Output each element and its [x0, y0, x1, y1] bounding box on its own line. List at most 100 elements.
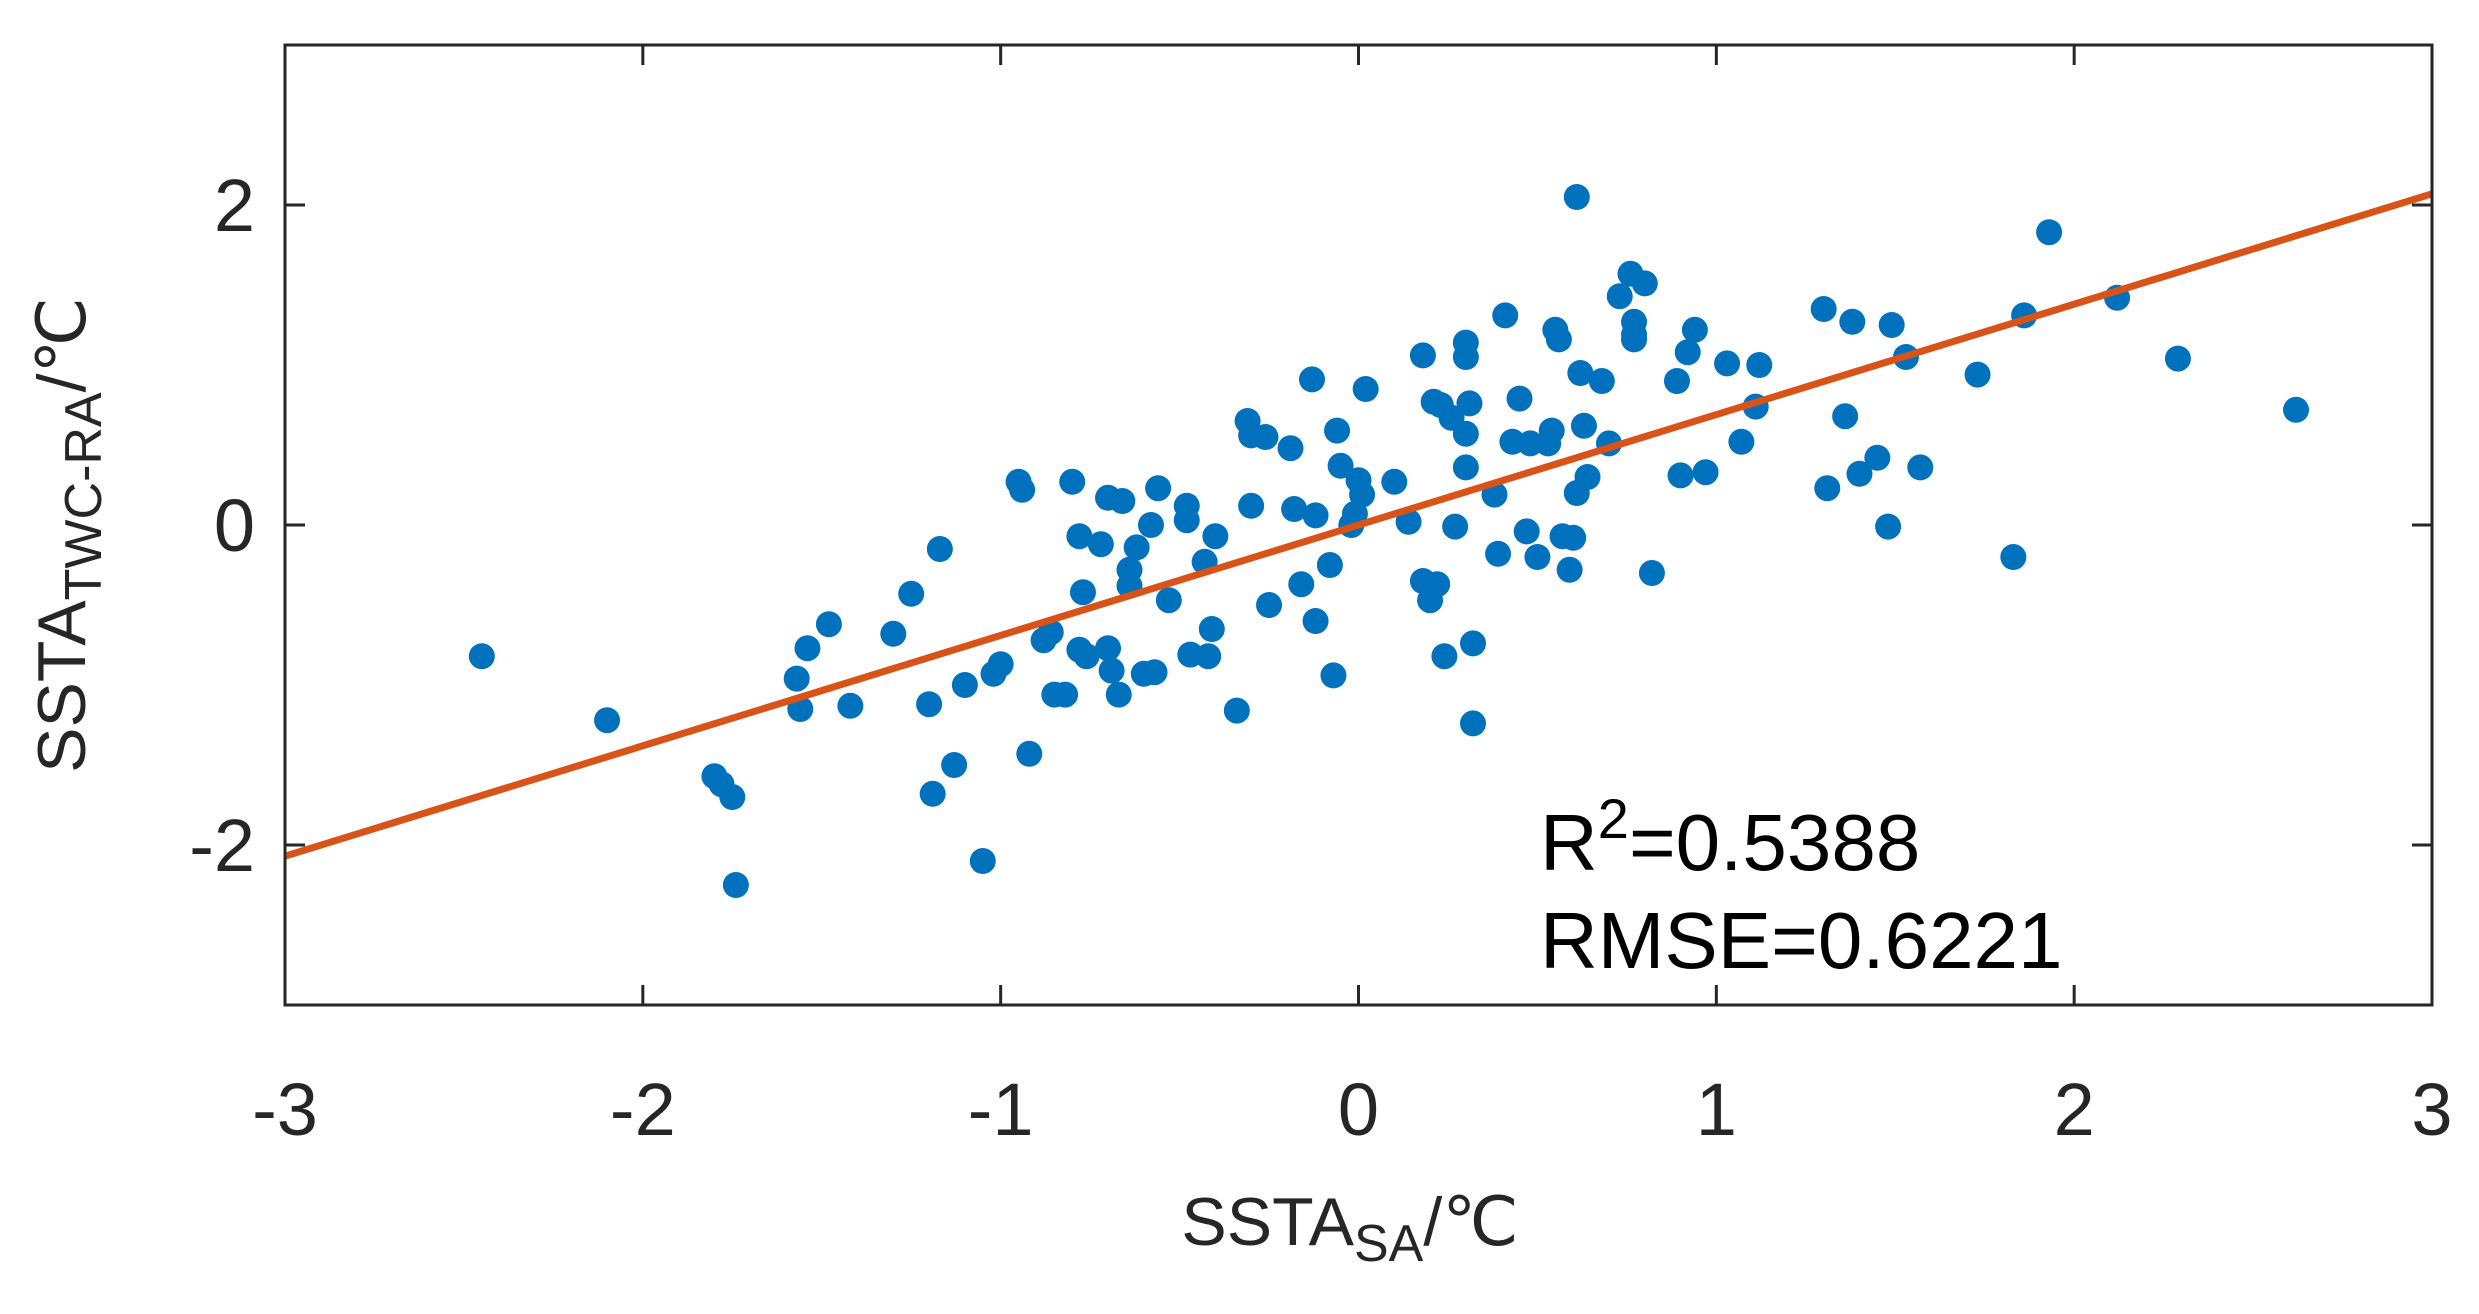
data-point	[1137, 512, 1164, 538]
data-point	[1681, 316, 1708, 343]
data-point	[1324, 417, 1351, 444]
data-point	[1141, 659, 1168, 686]
data-point	[1810, 296, 1837, 322]
data-point	[1485, 540, 1512, 567]
data-point	[941, 752, 968, 778]
data-point	[2283, 396, 2310, 423]
data-point	[1349, 481, 1376, 508]
data-point	[1298, 366, 1325, 393]
data-point	[1452, 329, 1479, 356]
data-points	[468, 184, 2310, 898]
data-point	[1556, 556, 1583, 583]
data-point	[1173, 507, 1200, 534]
data-point	[1442, 513, 1469, 540]
data-point	[2036, 219, 2063, 246]
data-point	[1123, 534, 1150, 561]
data-point	[1059, 468, 1086, 495]
data-point	[1452, 420, 1479, 447]
data-point	[1256, 592, 1283, 618]
data-point	[1570, 412, 1597, 439]
data-point	[815, 611, 842, 638]
fit-line-group	[283, 190, 2434, 860]
x-tick-label: 1	[1696, 1068, 1737, 1151]
data-point	[1638, 560, 1665, 586]
x-tick-label: -2	[610, 1068, 676, 1151]
axes: -3 -2 -1 0 1 2 3 -2 0 2	[189, 43, 2453, 1151]
data-point	[1460, 710, 1487, 737]
data-point	[987, 651, 1014, 678]
data-point	[1746, 352, 1773, 378]
data-point	[916, 691, 943, 718]
data-point	[1073, 643, 1100, 670]
data-point	[1238, 492, 1265, 519]
data-point	[1320, 662, 1347, 689]
data-point	[2000, 544, 2027, 570]
data-point	[1524, 544, 1551, 570]
data-point	[1105, 681, 1132, 708]
data-point	[1456, 390, 1483, 417]
data-point	[1409, 342, 1436, 369]
data-point	[1302, 502, 1329, 529]
data-point	[1692, 459, 1719, 486]
data-point	[1714, 350, 1741, 377]
x-tick-label: 2	[2054, 1068, 2095, 1151]
data-point	[1663, 368, 1690, 394]
data-point	[1095, 635, 1122, 662]
data-point	[1352, 376, 1379, 402]
x-tick-label: 0	[1338, 1068, 1379, 1151]
data-point	[719, 784, 746, 810]
data-point	[1327, 452, 1354, 479]
data-point	[1195, 643, 1222, 670]
x-tick-label: -1	[968, 1068, 1034, 1151]
data-point	[1069, 579, 1096, 606]
data-point	[837, 692, 864, 719]
data-point	[1381, 468, 1408, 495]
data-point	[783, 665, 810, 692]
data-point	[1098, 657, 1125, 684]
data-point	[1574, 464, 1601, 490]
data-point	[1964, 361, 1991, 388]
data-point	[1431, 643, 1458, 670]
data-point	[1424, 571, 1451, 598]
data-point	[1223, 697, 1250, 724]
data-point	[1066, 523, 1093, 550]
data-point	[1864, 444, 1891, 471]
data-point	[1832, 403, 1859, 430]
y-tick-label: -2	[189, 804, 255, 887]
data-point	[594, 707, 621, 734]
data-point	[1052, 681, 1079, 708]
data-point	[1621, 308, 1648, 335]
data-point	[794, 635, 821, 662]
data-point	[919, 780, 946, 807]
data-point	[1513, 518, 1540, 545]
data-point	[1492, 302, 1519, 329]
data-point	[1538, 417, 1565, 444]
data-point	[1517, 430, 1544, 457]
data-point	[1009, 476, 1036, 503]
data-point	[1674, 339, 1701, 366]
data-point	[1907, 454, 1934, 481]
data-point	[1545, 326, 1572, 353]
data-point	[1037, 619, 1064, 646]
data-point	[1302, 608, 1329, 634]
rmse-annotation: RMSE=0.6221	[1540, 896, 2063, 985]
data-point	[898, 580, 925, 607]
data-point	[1395, 508, 1422, 535]
data-point	[1281, 496, 1308, 522]
data-point	[1606, 283, 1633, 310]
data-point	[1109, 488, 1136, 514]
data-point	[1452, 454, 1479, 481]
data-point	[1814, 475, 1841, 502]
data-point	[969, 848, 996, 874]
data-point	[1202, 523, 1229, 550]
x-tick-label: 3	[2411, 1068, 2452, 1151]
data-point	[880, 620, 907, 647]
data-point	[1252, 424, 1279, 450]
data-point	[1316, 552, 1343, 578]
data-point	[1846, 460, 1873, 487]
data-point	[1839, 308, 1866, 335]
data-point	[1875, 513, 1902, 540]
data-point	[1563, 184, 1590, 210]
